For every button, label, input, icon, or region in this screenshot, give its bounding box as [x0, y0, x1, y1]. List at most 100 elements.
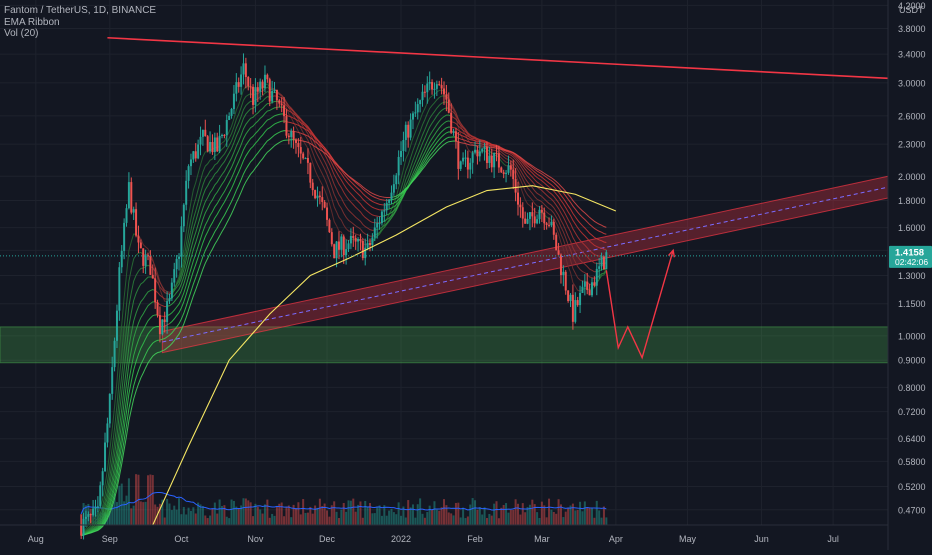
- candle-body: [538, 209, 541, 220]
- x-tick-label: Aug: [28, 534, 44, 544]
- y-tick-label: 0.5200: [898, 482, 926, 492]
- volume-bar: [213, 502, 216, 525]
- volume-bar: [488, 513, 491, 525]
- candle-body: [123, 222, 126, 251]
- volume-bar: [438, 510, 441, 525]
- ema-ribbon-line: [171, 93, 254, 293]
- candle-body: [519, 204, 522, 208]
- volume-bar: [271, 513, 274, 525]
- ema-ribbon-line: [169, 120, 287, 325]
- candle-body: [366, 242, 369, 248]
- x-tick-label: Jul: [827, 534, 839, 544]
- candle-body: [493, 152, 496, 168]
- volume-bar: [388, 510, 391, 525]
- ema-ribbon-line: [283, 113, 387, 211]
- volume-bar: [369, 503, 371, 525]
- volume-ma-line: [80, 491, 607, 515]
- candle-body: [591, 282, 593, 296]
- volume-bar: [306, 512, 309, 525]
- candle-body: [118, 267, 121, 311]
- volume-bar: [316, 507, 319, 525]
- volume-bar: [209, 515, 212, 525]
- volume-bar: [536, 512, 539, 525]
- volume-bar: [235, 506, 238, 525]
- volume-bar: [531, 499, 534, 525]
- volume-bar: [483, 507, 486, 525]
- candle-body: [600, 256, 603, 267]
- candle-body: [137, 235, 140, 243]
- ema-ribbon-line: [381, 120, 452, 217]
- candle-body: [440, 85, 443, 89]
- volume-bar: [130, 508, 133, 525]
- volume-bar: [259, 509, 262, 525]
- candle-body: [228, 115, 231, 121]
- candle-body: [414, 112, 417, 114]
- candle-body: [337, 241, 340, 250]
- candle-body: [540, 209, 543, 213]
- candle-body: [139, 242, 142, 249]
- volume-bar: [278, 503, 281, 525]
- candle-body: [528, 212, 531, 219]
- candle-body: [87, 514, 90, 517]
- volume-bar: [540, 501, 543, 525]
- candle-body: [569, 294, 572, 302]
- volume-bar: [108, 511, 111, 525]
- candle-body: [330, 232, 333, 245]
- candle-body: [502, 172, 505, 174]
- candle-body: [180, 226, 183, 257]
- candle-body: [536, 219, 539, 224]
- y-tick-label: 0.4700: [898, 505, 926, 515]
- volume-bar: [201, 506, 204, 525]
- x-tick-label: Apr: [609, 534, 623, 544]
- y-tick-label: 3.4000: [898, 50, 926, 60]
- candle-body: [163, 319, 166, 322]
- volume-bar: [357, 504, 360, 525]
- volume-bar: [545, 517, 548, 525]
- volume-bar: [113, 494, 116, 525]
- x-tick-label: Feb: [467, 534, 483, 544]
- candle-body: [376, 223, 379, 228]
- candle-body: [426, 83, 429, 93]
- candle-body: [166, 301, 169, 322]
- volume-bar: [127, 478, 130, 525]
- volume-bar: [364, 500, 367, 525]
- volume-bar: [476, 509, 479, 525]
- ema-ribbon-line: [80, 301, 156, 537]
- candle-body: [545, 223, 548, 225]
- last-price-value: 1.4158: [895, 247, 924, 258]
- ema-ribbon-line: [272, 89, 373, 242]
- volume-bar: [471, 498, 474, 525]
- ema-ribbon-line: [455, 136, 607, 235]
- candle-body: [290, 131, 293, 138]
- candle-body: [354, 237, 357, 242]
- volume-bar: [254, 503, 257, 525]
- candle-body: [352, 235, 355, 238]
- volume-bar: [304, 512, 307, 525]
- candle-body: [285, 116, 288, 136]
- ema-ribbon-line: [81, 139, 297, 537]
- volume-bar: [564, 511, 567, 525]
- volume-bar: [328, 516, 331, 525]
- volume-bar: [361, 517, 364, 525]
- volume-bar: [216, 513, 219, 525]
- ema-ribbon-line: [286, 130, 390, 201]
- candle-body: [340, 236, 343, 250]
- candle-body: [261, 81, 264, 89]
- volume-bar: [178, 498, 181, 525]
- volume-bar: [149, 474, 152, 525]
- volume-bar: [552, 512, 555, 525]
- candle-body: [390, 192, 393, 200]
- candle-body: [562, 271, 565, 276]
- candle-body: [359, 239, 362, 241]
- volume-bar: [454, 502, 457, 525]
- candle-body: [194, 151, 197, 159]
- candle-body: [402, 140, 405, 152]
- volume-bar: [481, 514, 484, 525]
- volume-bar: [182, 506, 185, 525]
- candle-body: [419, 100, 422, 105]
- volume-bar: [605, 517, 608, 525]
- volume-bar: [450, 513, 453, 525]
- volume-bar: [421, 513, 424, 525]
